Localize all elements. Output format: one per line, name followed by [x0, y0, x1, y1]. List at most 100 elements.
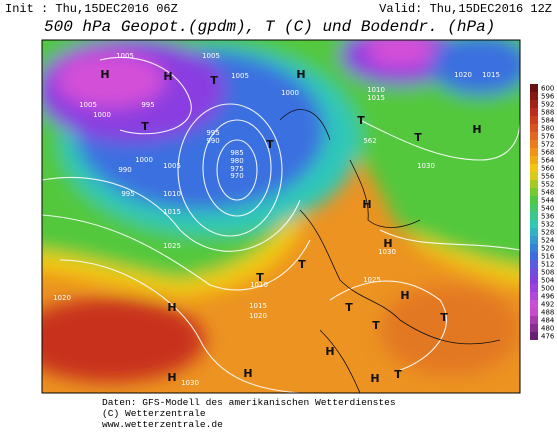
pressure-center: H — [163, 70, 172, 83]
colorbar-label: 560 — [541, 165, 554, 173]
pressure-center: H — [472, 123, 481, 136]
map-title: 500 hPa Geopot.(gpdm), T (C) und Bodendr… — [44, 18, 495, 36]
isobar-label: 1005 — [231, 72, 249, 80]
pressure-center: H — [100, 68, 109, 81]
colorbar-cell — [530, 316, 538, 324]
colorbar-label: 584 — [541, 117, 555, 125]
colorbar-label: 516 — [541, 253, 555, 261]
colorbar-label: 552 — [541, 181, 554, 189]
colorbar-label: 596 — [541, 93, 555, 101]
colorbar-label: 528 — [541, 229, 554, 237]
colorbar-cell — [530, 324, 538, 332]
colorbar-cell — [530, 332, 538, 340]
map-frame — [41, 39, 521, 394]
colorbar-label: 488 — [541, 309, 554, 317]
colorbar-cell — [530, 108, 538, 116]
isobar-label: 995 — [206, 129, 219, 137]
colorbar-cell — [530, 84, 538, 92]
isobar-label: 995 — [141, 101, 154, 109]
colorbar-label: 508 — [541, 269, 554, 277]
footer-line: www.wetterzentrale.de — [102, 419, 223, 430]
colorbar-label: 572 — [541, 141, 554, 149]
isobar-label: 1015 — [249, 302, 267, 310]
colorbar-cell — [530, 132, 538, 140]
isobar-label: 1020 — [249, 312, 267, 320]
colorbar-cell — [530, 268, 538, 276]
pressure-center: T — [357, 114, 365, 127]
colorbar-cell — [530, 220, 538, 228]
pressure-center: T — [345, 301, 353, 314]
colorbar-cell — [530, 124, 538, 132]
colorbar-cell — [530, 164, 538, 172]
isobar-label: 1030 — [417, 162, 435, 170]
isobar-label: 1015 — [367, 94, 385, 102]
colorbar-label: 600 — [541, 85, 554, 93]
isobar-label: 1000 — [93, 111, 111, 119]
footer-line: Daten: GFS-Modell des amerikanischen Wet… — [102, 397, 396, 408]
valid-time: Valid: Thu,15DEC2016 12Z — [379, 2, 552, 16]
isobar-label: 1020 — [454, 71, 472, 79]
isobar-label: 990 — [206, 137, 219, 145]
colorbar-label: 564 — [541, 157, 555, 165]
isobar-label: 970 — [230, 172, 243, 180]
pressure-center: T — [394, 368, 402, 381]
map-labels: 1005 100510059951000100510009959909859809… — [53, 52, 500, 387]
pressure-center: H — [370, 372, 379, 385]
colorbar-label: 568 — [541, 149, 554, 157]
colorbar-label: 496 — [541, 293, 555, 301]
isobar-label: 1020 — [53, 294, 71, 302]
colorbar-label: 520 — [541, 245, 554, 253]
colorbar-label: 480 — [541, 325, 554, 333]
colorbar-label: 592 — [541, 101, 554, 109]
pressure-center: T — [266, 138, 274, 151]
colorbar-label: 484 — [541, 317, 555, 325]
colorbar-cell — [530, 244, 538, 252]
coastlines — [279, 109, 501, 393]
init-time: Init : Thu,15DEC2016 06Z — [5, 2, 178, 16]
isobar-label: 980 — [230, 157, 243, 165]
colorbar-cell — [530, 188, 538, 196]
isobar-label: 562 — [363, 137, 376, 145]
colorbar-cell — [530, 260, 538, 268]
isobar-label: 1000 — [281, 89, 299, 97]
colorbar-label: 544 — [541, 197, 555, 205]
colorbar-cell — [530, 300, 538, 308]
pressure-center: H — [325, 345, 334, 358]
colorbar-label: 588 — [541, 109, 554, 117]
colorbar-cell — [530, 292, 538, 300]
colorbar-cell — [530, 236, 538, 244]
colorbar-cell — [530, 196, 538, 204]
isobar-label: 1015 — [163, 208, 181, 216]
isobar-label: 990 — [118, 166, 131, 174]
pressure-center: H — [362, 198, 371, 211]
pressure-center: H — [167, 371, 176, 384]
isobar-label: 1005 — [116, 52, 134, 60]
isobar-label: 1025 — [163, 242, 181, 250]
pressure-center: T — [141, 120, 149, 133]
isobar-label: 1010 — [163, 190, 181, 198]
colorbar-label: 492 — [541, 301, 554, 309]
pressure-center: H — [243, 367, 252, 380]
colorbar-label: 512 — [541, 261, 554, 269]
colorbar-label: 524 — [541, 237, 555, 245]
pressure-center: T — [414, 131, 422, 144]
colorbar: 6005965925885845805765725685645605565525… — [530, 84, 555, 341]
colorbar-cell — [530, 284, 538, 292]
isobars — [42, 56, 520, 393]
map-field: 1005 100510059951000100510009959909859809… — [42, 40, 520, 393]
colorbar-cell — [530, 308, 538, 316]
colorbar-cell — [530, 116, 538, 124]
pressure-center: T — [372, 319, 380, 332]
isobar-label: 1010 — [250, 281, 268, 289]
isobar-label: 1030 — [181, 379, 199, 387]
colorbar-cell — [530, 156, 538, 164]
colorbar-label: 476 — [541, 333, 555, 341]
colorbar-cell — [530, 148, 538, 156]
pressure-center: H — [296, 68, 305, 81]
colorbar-label: 576 — [541, 133, 555, 141]
pressure-center: H — [167, 301, 176, 314]
isobar-label: 1015 — [482, 71, 500, 79]
colorbar-cell — [530, 180, 538, 188]
isobar-label: 1005 — [79, 101, 97, 109]
